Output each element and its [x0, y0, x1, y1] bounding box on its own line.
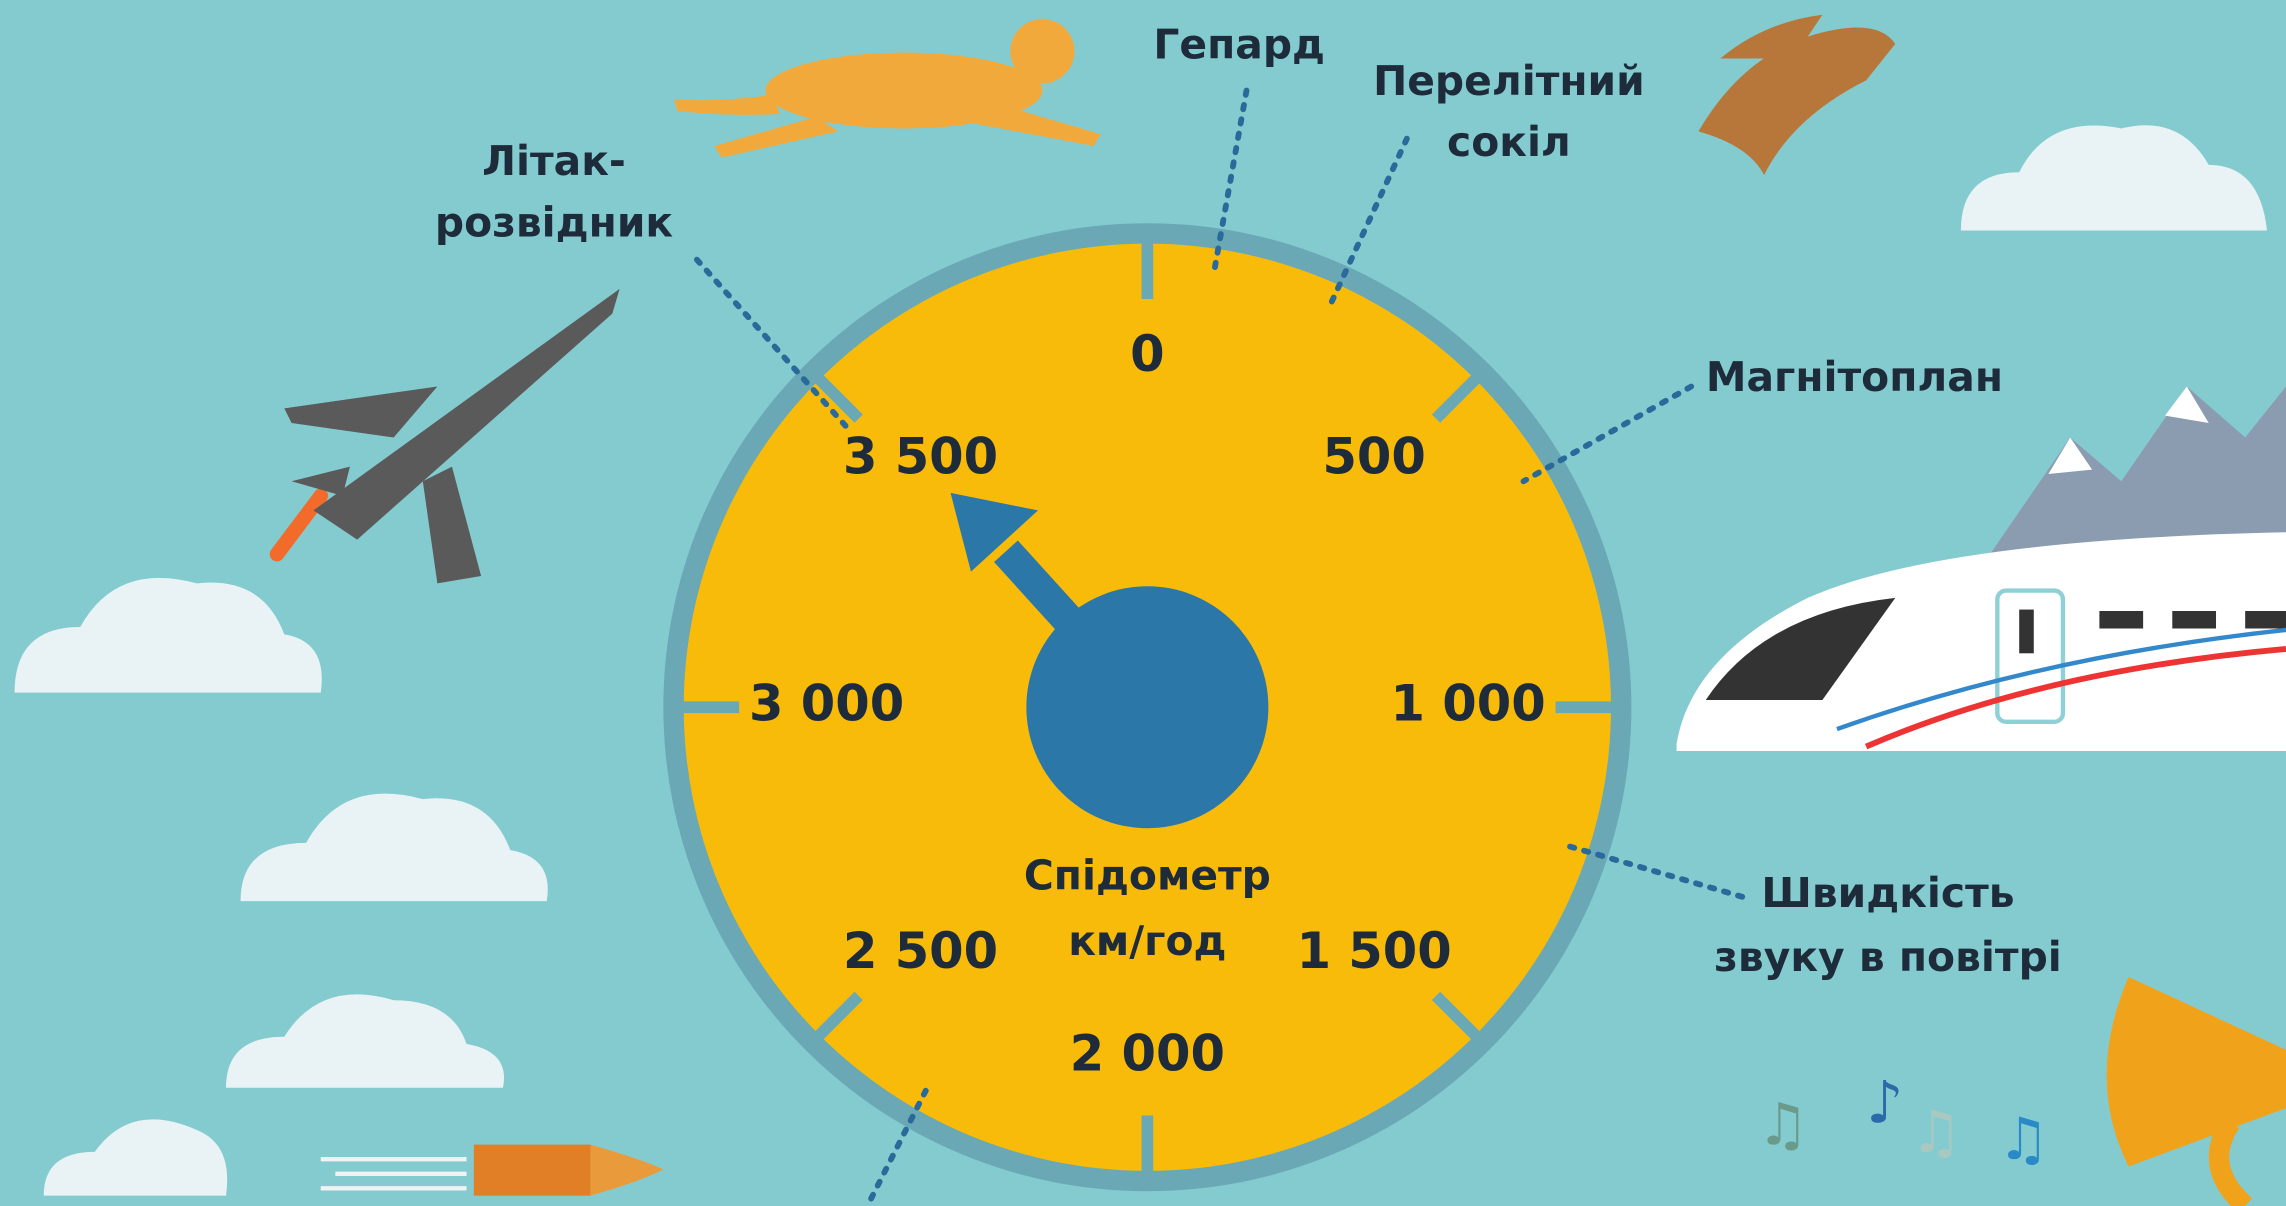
svg-text:♪: ♪: [1866, 1069, 1903, 1137]
dial-unit: км/год: [1068, 917, 1226, 965]
tick-label: 1 000: [1391, 675, 1546, 733]
tick-label: 1 500: [1297, 922, 1452, 980]
tick-label: 500: [1322, 427, 1425, 485]
svg-text:♫: ♫: [1910, 1098, 1962, 1166]
tick-label: 0: [1130, 325, 1164, 383]
cheetah-label: Гепард: [1153, 20, 1325, 68]
tick-label: 3 500: [843, 427, 998, 485]
maglev-label: Магнітоплан: [1706, 353, 2003, 401]
infographic: ♫ ♪ ♫ ♫ 0 500 1 000 1 500 2 000 2 500 3 000 3 5…: [0, 0, 2286, 1206]
page: ♫ ♪ ♫ ♫ 0 500 1 000 1 500 2 000 2 500 3 000 3 5…: [0, 0, 2286, 1206]
tick-label: 2 000: [1070, 1025, 1225, 1083]
svg-text:♫: ♫: [1997, 1105, 2049, 1173]
svg-text:♫: ♫: [1757, 1091, 1809, 1159]
dial-title: Спідометр: [1024, 851, 1271, 899]
tick-label: 3 000: [749, 675, 904, 733]
tick-label: 2 500: [843, 922, 998, 980]
